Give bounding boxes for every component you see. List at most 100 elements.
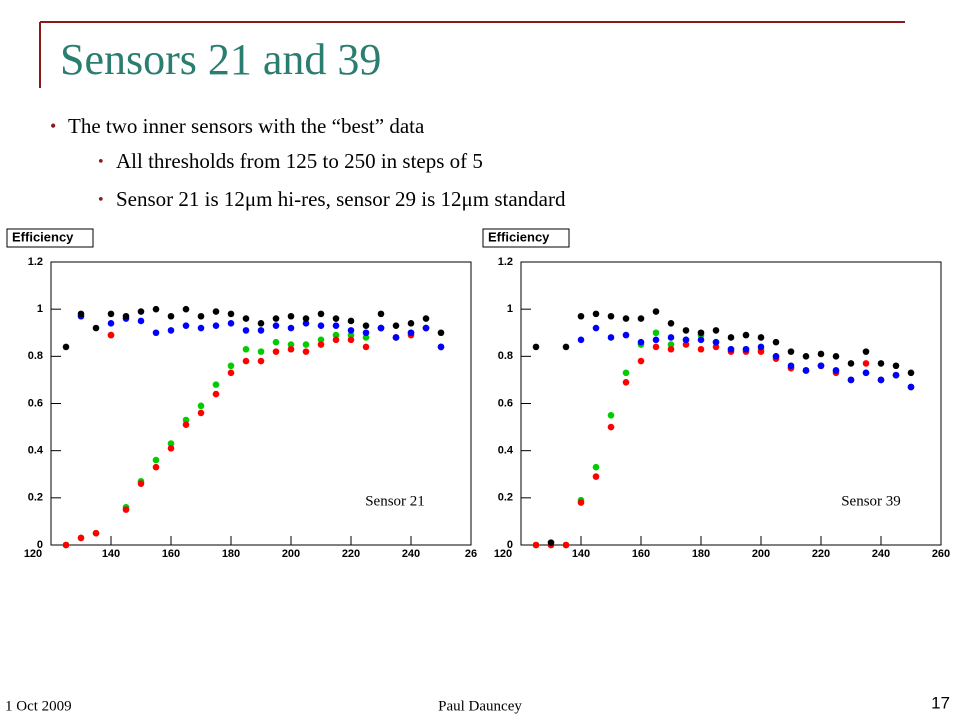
data-point — [257, 357, 265, 365]
data-point — [362, 329, 370, 337]
data-point — [667, 345, 675, 353]
data-point — [637, 357, 645, 365]
data-point — [347, 336, 355, 344]
bullet: • — [98, 154, 104, 171]
annotation: Sensor 39 — [841, 493, 901, 509]
footer-date: 1 Oct 2009 — [5, 698, 72, 714]
data-point — [242, 315, 250, 322]
data-point — [212, 308, 220, 315]
data-point — [242, 327, 250, 334]
data-point — [772, 353, 780, 360]
data-point — [347, 317, 355, 325]
bullet: • — [50, 116, 56, 136]
x-tick-label: 140 — [572, 548, 590, 560]
data-point — [667, 334, 675, 341]
title-box — [6, 228, 94, 248]
bullet: • — [98, 192, 104, 209]
data-point — [317, 310, 325, 318]
data-point — [757, 348, 765, 355]
data-point — [227, 310, 235, 318]
data-point — [62, 343, 70, 351]
x-tick-label: 200 — [282, 548, 300, 560]
data-point — [182, 322, 190, 329]
data-point — [137, 308, 145, 315]
data-point — [727, 334, 735, 341]
data-point — [907, 383, 915, 391]
y-tick-label: 0.2 — [498, 492, 513, 504]
data-point — [287, 341, 295, 348]
data-point — [592, 473, 600, 480]
data-point — [532, 541, 540, 549]
data-point — [532, 343, 540, 351]
chart-title: Efficiency — [488, 229, 550, 244]
data-point — [607, 312, 615, 320]
data-point — [107, 320, 115, 327]
x-tick-label: 26 — [465, 548, 477, 560]
data-point — [197, 312, 205, 320]
data-point — [697, 336, 705, 344]
footer-author: Paul Dauncey — [438, 698, 522, 714]
data-point — [212, 390, 220, 398]
y-tick-label: 0 — [37, 539, 43, 551]
data-point — [847, 376, 855, 384]
data-point — [242, 345, 250, 353]
x-tick-label: 260 — [932, 548, 950, 560]
data-point — [302, 341, 310, 348]
data-point — [907, 369, 915, 377]
data-point — [877, 376, 885, 384]
data-point — [682, 341, 690, 348]
data-point — [317, 336, 325, 344]
data-point — [622, 369, 630, 377]
data-point — [272, 322, 280, 329]
y-tick-label: 1 — [507, 303, 513, 315]
y-tick-label: 1 — [37, 303, 43, 315]
data-point — [332, 336, 340, 344]
data-point — [227, 369, 235, 377]
y-tick-label: 0.6 — [28, 397, 43, 409]
data-point — [697, 345, 705, 353]
data-point — [302, 320, 310, 327]
data-point — [182, 421, 190, 429]
data-point — [317, 322, 325, 329]
x-tick-label: 240 — [872, 548, 890, 560]
data-point — [317, 341, 325, 348]
data-point — [272, 338, 280, 346]
data-point — [622, 331, 630, 339]
data-point — [407, 329, 415, 337]
y-tick-label: 0.4 — [498, 445, 514, 457]
data-point — [757, 343, 765, 351]
data-point — [787, 348, 795, 355]
data-point — [377, 310, 385, 318]
data-point — [892, 371, 900, 379]
data-point — [772, 338, 780, 346]
data-point — [742, 331, 750, 339]
y-tick-label: 1.2 — [28, 256, 43, 268]
data-point — [92, 529, 100, 537]
data-point — [257, 320, 265, 327]
x-tick-label: 220 — [812, 548, 830, 560]
data-point — [562, 541, 570, 549]
data-point — [577, 312, 585, 320]
plot-area — [520, 261, 942, 546]
data-point — [347, 331, 355, 339]
data-point — [332, 331, 340, 339]
data-point — [332, 315, 340, 322]
data-point — [607, 334, 615, 341]
x-tick-label: 240 — [402, 548, 420, 560]
data-point — [272, 315, 280, 322]
data-point — [107, 331, 115, 339]
data-point — [392, 322, 400, 329]
data-point — [877, 360, 885, 367]
data-point — [802, 353, 810, 360]
data-point — [362, 343, 370, 351]
x-tick-label: 160 — [632, 548, 650, 560]
data-point — [592, 463, 600, 471]
data-point — [422, 324, 430, 332]
x-tick-label: 220 — [342, 548, 360, 560]
data-point — [302, 348, 310, 355]
data-point — [272, 348, 280, 355]
data-point — [77, 534, 85, 542]
data-point — [437, 329, 445, 337]
data-point — [577, 336, 585, 344]
